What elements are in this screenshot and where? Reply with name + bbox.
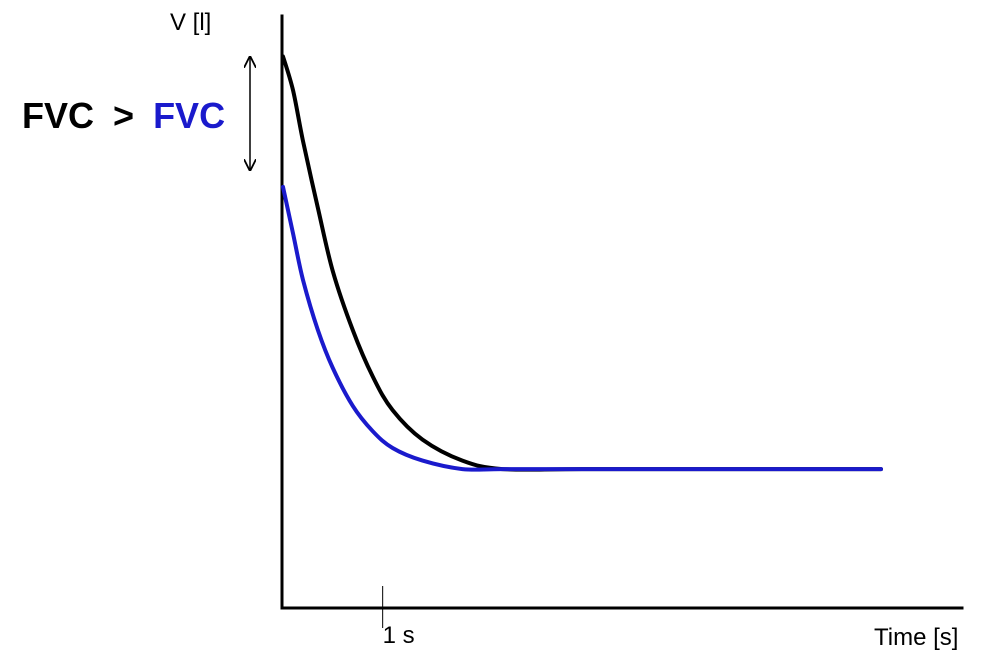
y-axis-label: V [l] — [170, 9, 211, 36]
series-line-blue — [281, 184, 883, 472]
series-layer — [281, 54, 883, 472]
fvc-right-label: FVC — [153, 95, 225, 136]
fvc-left-label: FVC — [22, 95, 94, 136]
x-axis-label: Time [s] — [874, 624, 958, 651]
fvc-annotation: FVC > FVC — [22, 95, 225, 136]
x-tick-label: 1 s — [383, 622, 415, 649]
fvc-operator: > — [113, 95, 134, 136]
series-line-black — [281, 54, 883, 472]
